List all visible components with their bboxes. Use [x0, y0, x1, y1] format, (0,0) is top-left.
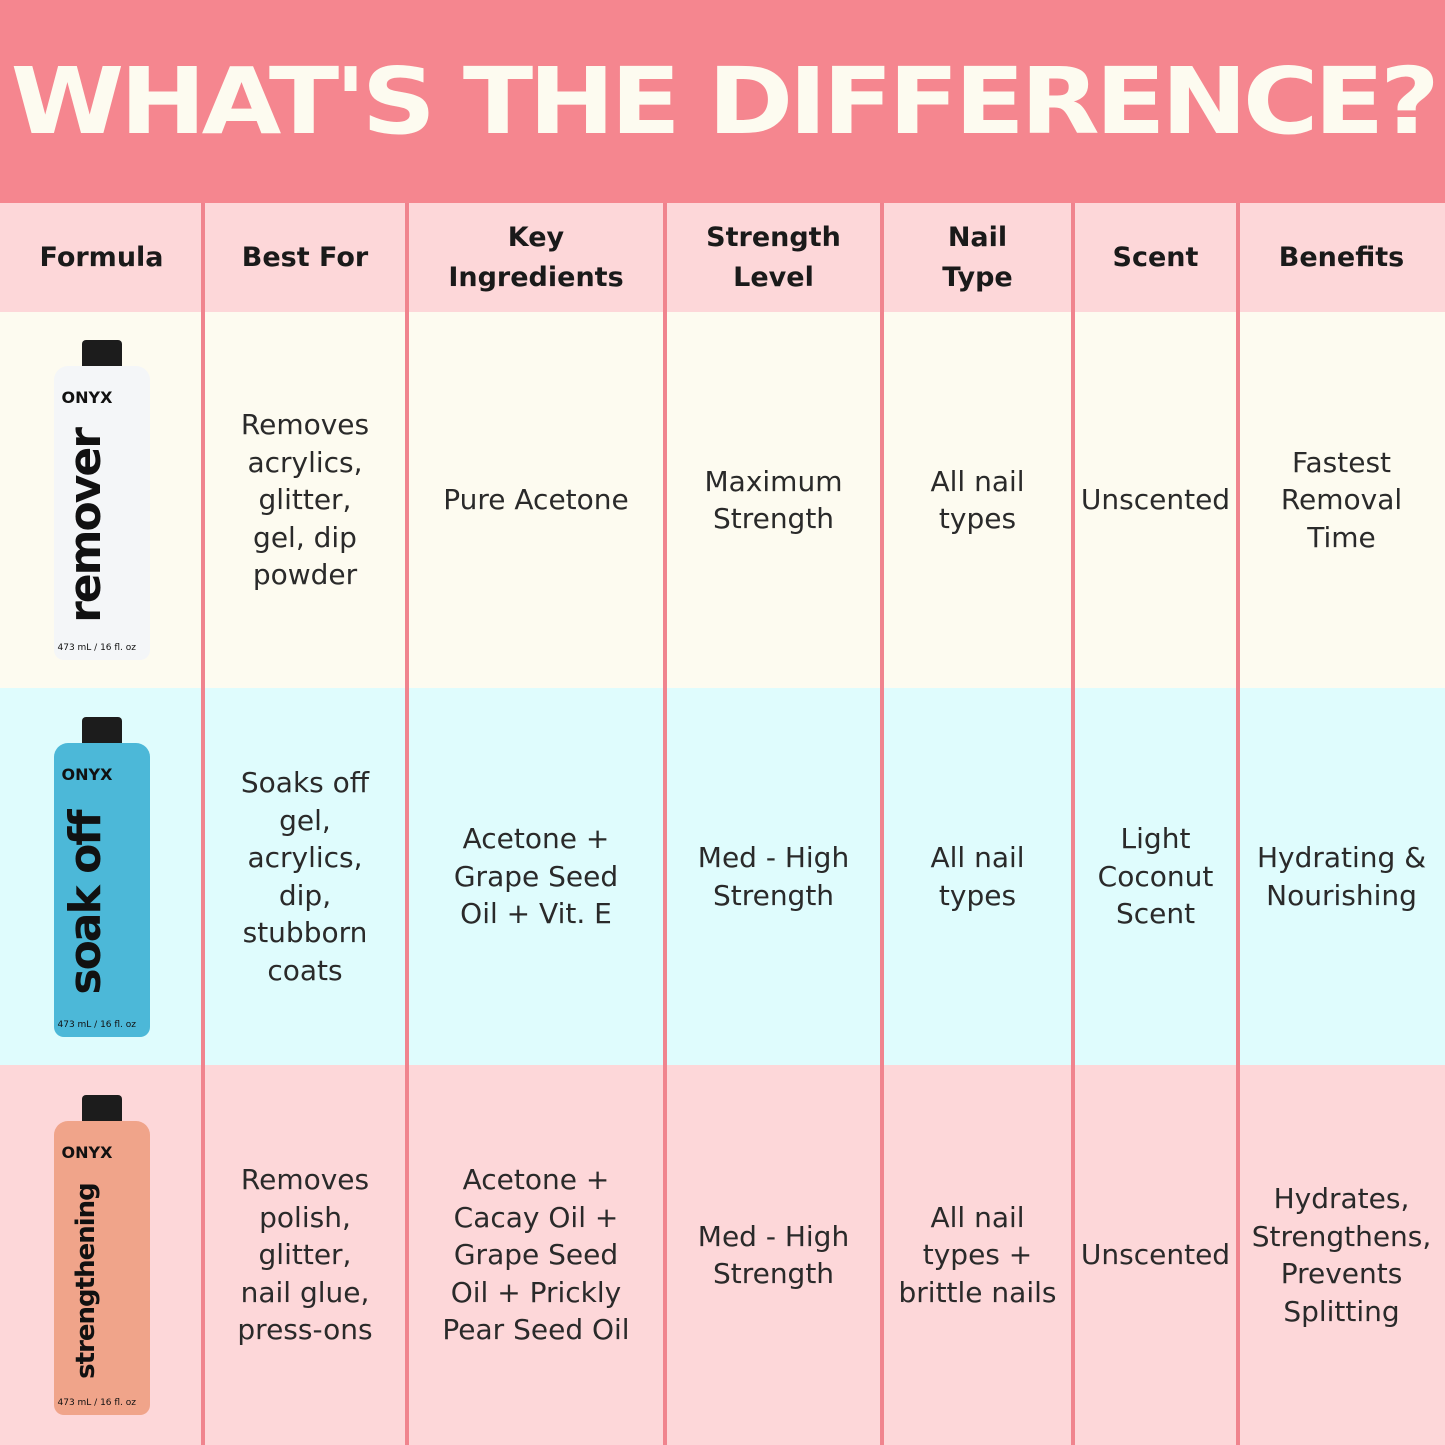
cell-text: Removes polish, glitter, nail glue, pres… [237, 1163, 373, 1347]
cell-text: All nail types [930, 841, 1025, 912]
benefits-cell: Hydrating & Nourishing [1238, 688, 1445, 1065]
product-bottle-image: ONYX soak off 473 mL / 16 fl. oz [53, 716, 150, 1037]
cell-text: Light Coconut Scent [1097, 822, 1214, 931]
cell-text: Fastest Removal Time [1280, 445, 1403, 554]
table-row: ONYX soak off 473 mL / 16 fl. oz Soaks o… [0, 688, 1445, 1065]
key-ingredients-cell: Acetone + Cacay Oil + Grape Seed Oil + P… [407, 1065, 665, 1445]
header-nail-type: Nail Type [942, 221, 1013, 293]
scent-cell: Unscented [1073, 312, 1238, 688]
header-best-for: Best For [241, 241, 369, 273]
cell-text: Acetone + Cacay Oil + Grape Seed Oil + P… [442, 1163, 630, 1347]
column-divider [201, 203, 205, 1445]
strength-level-cell: Med - High Strength [665, 688, 882, 1065]
header-key-ingredients: Key Ingredients [448, 221, 624, 293]
header-formula: Formula [39, 241, 164, 273]
product-volume: 473 mL / 16 fl. oz [57, 1398, 137, 1408]
table-row: ONYX remover 473 mL / 16 fl. oz Removes … [0, 312, 1445, 688]
scent-cell: Light Coconut Scent [1073, 688, 1238, 1065]
table-row: ONYX strengthening 473 mL / 16 fl. oz Re… [0, 1065, 1445, 1445]
cell-text: Hydrates, Strengthens, Prevents Splittin… [1251, 1182, 1432, 1328]
cell-text: Unscented [1080, 1238, 1231, 1272]
best-for-cell: Removes acrylics, glitter, gel, dip powd… [203, 312, 407, 688]
column-divider [405, 203, 409, 1445]
product-volume: 473 mL / 16 fl. oz [57, 1019, 137, 1030]
cell-text: Soaks off gel, acrylics, dip, stubborn c… [240, 766, 370, 987]
product-name: soak off [59, 810, 111, 995]
cell-text: Removes acrylics, glitter, gel, dip powd… [240, 408, 370, 592]
header-benefits: Benefits [1278, 241, 1405, 273]
column-divider [880, 203, 884, 1445]
formula-cell: ONYX soak off 473 mL / 16 fl. oz [0, 688, 203, 1065]
cell-text: All nail types [930, 464, 1025, 536]
strength-level-cell: Med - High Strength [665, 1065, 882, 1445]
best-for-cell: Removes polish, glitter, nail glue, pres… [203, 1065, 407, 1445]
product-name: remover [59, 429, 111, 623]
key-ingredients-cell: Pure Acetone [407, 312, 665, 688]
page-title: WHAT'S THE DIFFERENCE? [10, 48, 1439, 155]
product-volume: 473 mL / 16 fl. oz [57, 643, 137, 653]
column-divider [1071, 203, 1075, 1445]
cell-text: Hydrating & Nourishing [1256, 841, 1427, 912]
cell-text: Med - High Strength [697, 1219, 850, 1291]
product-brand: ONYX [61, 764, 113, 784]
bottle-cap [81, 1095, 122, 1125]
title-banner: WHAT'S THE DIFFERENCE? [0, 0, 1445, 203]
product-bottle-image: ONYX remover 473 mL / 16 fl. oz [53, 340, 150, 660]
key-ingredients-cell: Acetone + Grape Seed Oil + Vit. E [407, 688, 665, 1065]
cell-text: Maximum Strength [704, 464, 843, 536]
bottle-cap [81, 716, 122, 747]
cell-text: Med - High Strength [697, 841, 850, 912]
cell-text: All nail types + brittle nails [898, 1200, 1057, 1309]
column-divider [1236, 203, 1240, 1445]
cell-text: Unscented [1080, 483, 1231, 517]
column-divider [663, 203, 667, 1445]
product-name: strengthening [70, 1183, 101, 1379]
strength-level-cell: Maximum Strength [665, 312, 882, 688]
product-bottle-image: ONYX strengthening 473 mL / 16 fl. oz [53, 1095, 150, 1415]
header-strength-level: Strength Level [706, 221, 841, 293]
scent-cell: Unscented [1073, 1065, 1238, 1445]
benefits-cell: Fastest Removal Time [1238, 312, 1445, 688]
header-row: Formula Best For Key Ingredients Strengt… [0, 203, 1445, 312]
product-brand: ONYX [61, 1143, 113, 1162]
header-scent: Scent [1112, 241, 1199, 273]
nail-type-cell: All nail types + brittle nails [882, 1065, 1073, 1445]
cell-text: Pure Acetone [443, 483, 629, 517]
product-brand: ONYX [61, 388, 113, 407]
formula-cell: ONYX remover 473 mL / 16 fl. oz [0, 312, 203, 688]
formula-cell: ONYX strengthening 473 mL / 16 fl. oz [0, 1065, 203, 1445]
best-for-cell: Soaks off gel, acrylics, dip, stubborn c… [203, 688, 407, 1065]
nail-type-cell: All nail types [882, 688, 1073, 1065]
bottle-cap [81, 340, 122, 370]
nail-type-cell: All nail types [882, 312, 1073, 688]
cell-text: Acetone + Grape Seed Oil + Vit. E [453, 822, 619, 931]
benefits-cell: Hydrates, Strengthens, Prevents Splittin… [1238, 1065, 1445, 1445]
